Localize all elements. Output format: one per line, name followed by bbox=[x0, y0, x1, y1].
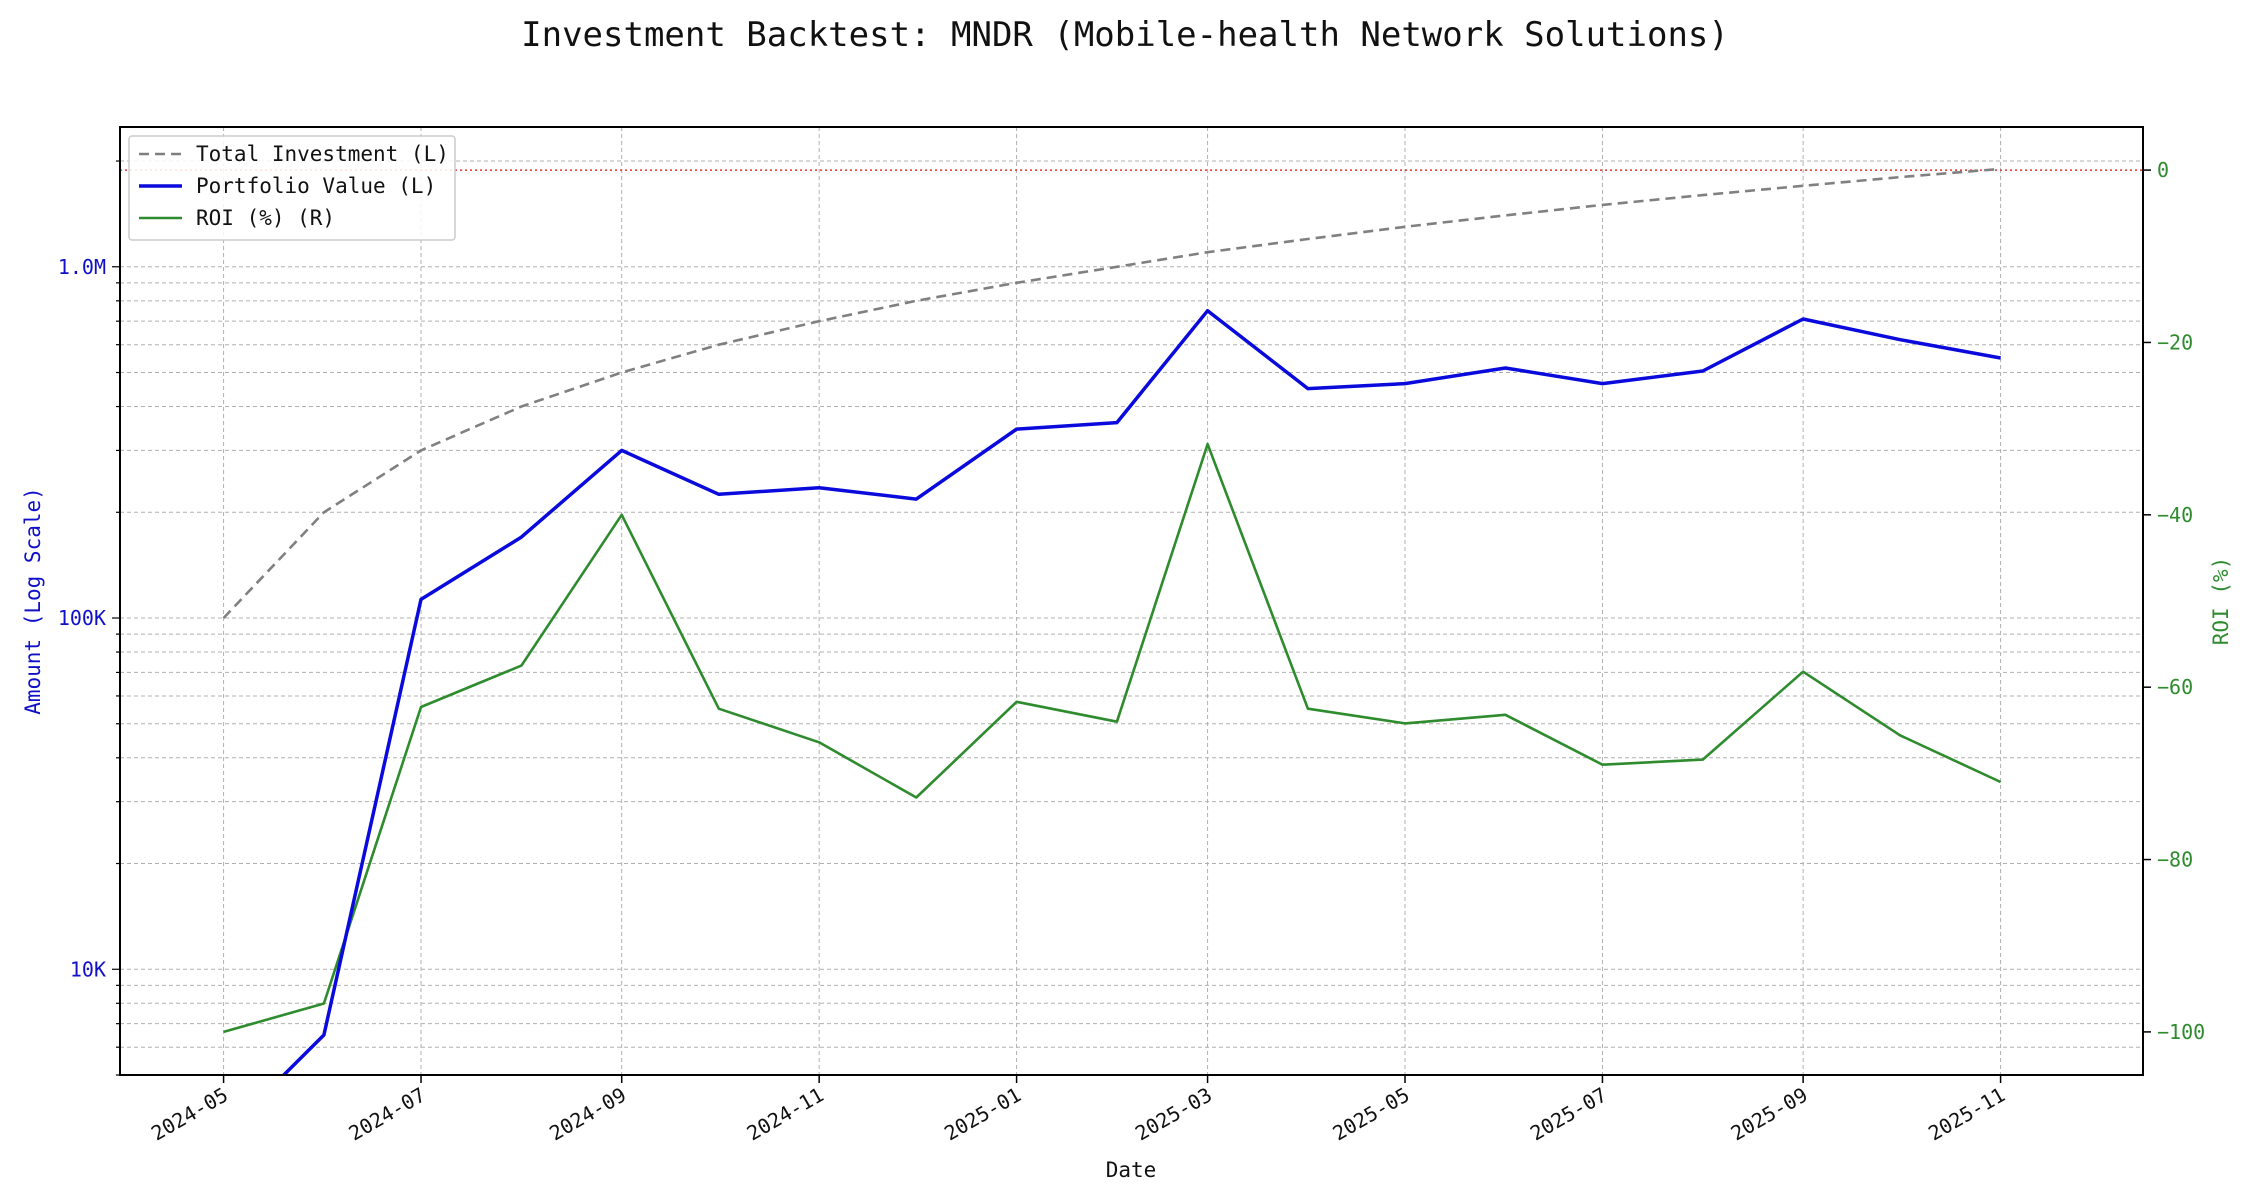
legend-box bbox=[128, 135, 456, 241]
left-tick-label: 1.0M bbox=[58, 255, 106, 279]
series-lines bbox=[222, 167, 2002, 1075]
x-tick-label: 2024-11 bbox=[743, 1083, 828, 1146]
legend-label: Portfolio Value (L) bbox=[196, 174, 436, 198]
x-axis-ticks: 2024-05 2024-07 2024-09 2024-11 2025-01 2025-… bbox=[147, 1075, 2009, 1145]
right-tick-label: −100 bbox=[2157, 1020, 2205, 1044]
right-tick-label: −60 bbox=[2157, 675, 2193, 699]
left-axis-ticks: 10K 100K 1.0M bbox=[58, 160, 120, 1076]
x-tick-label: 2025-09 bbox=[1727, 1083, 1812, 1146]
series-line-1 bbox=[281, 308, 2001, 1075]
series-line-2 bbox=[223, 442, 2002, 1034]
x-tick-label: 2025-05 bbox=[1329, 1083, 1414, 1146]
plot-frame bbox=[119, 126, 2144, 1076]
legend-label: Total Investment (L) bbox=[196, 142, 449, 166]
right-tick-label: −40 bbox=[2157, 503, 2193, 527]
right-axis-label: ROI (%) bbox=[2209, 557, 2233, 646]
x-axis-label: Date bbox=[1106, 1158, 1157, 1182]
left-axis-label: Amount (Log Scale) bbox=[21, 487, 45, 715]
series-line-0 bbox=[222, 167, 2001, 619]
x-tick-label: 2025-03 bbox=[1131, 1083, 1216, 1146]
x-tick-label: 2025-07 bbox=[1526, 1083, 1611, 1146]
right-axis-ticks: 0 −20 −40 −60 −80 −100 bbox=[2143, 158, 2205, 1044]
x-tick-label: 2025-01 bbox=[940, 1083, 1025, 1146]
right-tick-label: 0 bbox=[2157, 158, 2169, 182]
chart-title: Investment Backtest: MNDR (Mobile-health… bbox=[521, 15, 1729, 55]
grid bbox=[120, 127, 2143, 1076]
legend-label: ROI (%) (R) bbox=[196, 206, 335, 230]
right-tick-label: −20 bbox=[2157, 330, 2193, 354]
x-tick-label: 2025-11 bbox=[1924, 1083, 2009, 1146]
left-tick-label: 10K bbox=[70, 957, 106, 981]
x-tick-label: 2024-09 bbox=[545, 1083, 630, 1146]
legend: Total Investment (L) Portfolio Value (L) R… bbox=[128, 135, 456, 241]
left-tick-label: 100K bbox=[58, 606, 106, 630]
x-tick-label: 2024-07 bbox=[345, 1083, 430, 1146]
x-tick-label: 2024-05 bbox=[147, 1083, 232, 1146]
right-tick-label: −80 bbox=[2157, 848, 2193, 872]
